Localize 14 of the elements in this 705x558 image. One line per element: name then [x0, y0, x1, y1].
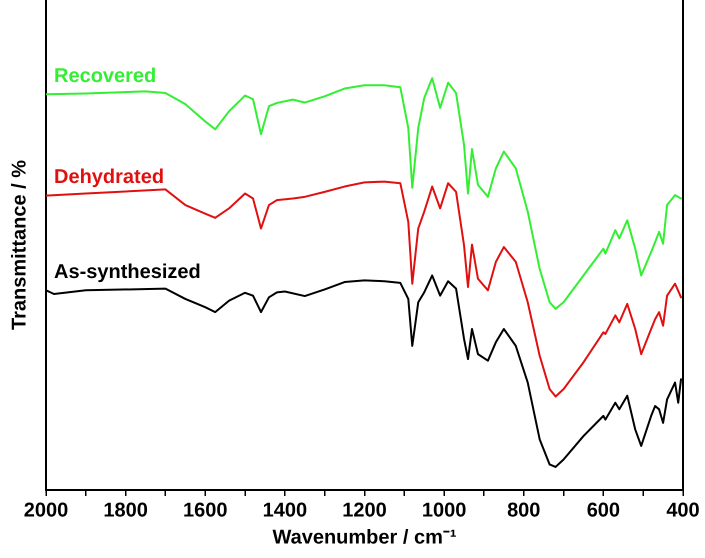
- x-axis-title: Wavenumber / cm⁻¹: [272, 526, 457, 549]
- series-label: Dehydrated: [54, 166, 164, 188]
- series-label: As-synthesized: [54, 260, 201, 283]
- x-tick-label: 600: [586, 500, 620, 522]
- y-axis-title: Transmittance / %: [8, 160, 31, 330]
- x-tick-label: 800: [507, 500, 540, 522]
- series-label: Recovered: [54, 64, 156, 87]
- x-tick-label: 1200: [342, 500, 387, 522]
- x-tick-label: 400: [666, 500, 700, 522]
- x-tick-label: 1000: [422, 500, 466, 522]
- x-tick-label: 1400: [262, 500, 308, 522]
- x-tick-label: 1600: [183, 500, 228, 522]
- x-tick-label: 2000: [24, 500, 68, 522]
- x-tick-label: 1800: [103, 500, 148, 522]
